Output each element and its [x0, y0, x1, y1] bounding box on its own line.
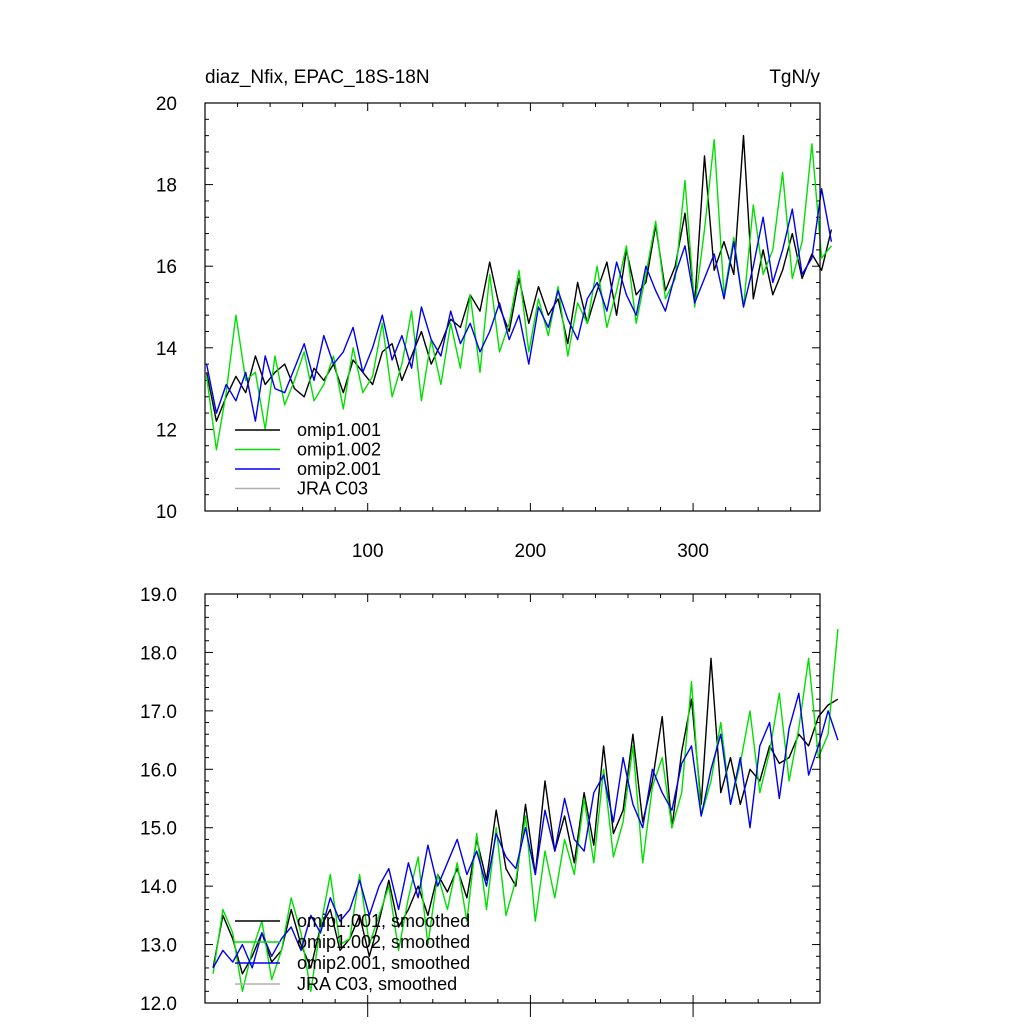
- bottom-legend-label: omip1.002, smoothed: [297, 932, 470, 952]
- units-label: TgN/y: [769, 67, 820, 88]
- top-series-omip2-001: [205, 187, 833, 422]
- top-xtick-label: 300: [677, 541, 709, 562]
- bottom-ytick-label: 19.0: [140, 585, 177, 606]
- top-panel: 10 12 14 16 18 20 100 200 300 omip1.001omip1.002…: [156, 94, 833, 562]
- bottom-series-omip2-001-smoothed: [212, 692, 839, 969]
- top-ytick-label: 14: [156, 339, 178, 360]
- top-series: [205, 134, 833, 451]
- bottom-ytick-label: 15.0: [140, 819, 177, 840]
- bottom-series-omip1-001-smoothed: [212, 657, 839, 975]
- bottom-ytick-label: 18.0: [140, 643, 177, 664]
- bottom-ytick-label: 12.0: [140, 994, 177, 1015]
- bottom-legend-label: omip1.001, smoothed: [297, 911, 470, 931]
- top-series-omip1-001: [205, 134, 833, 422]
- bottom-panel: 12.0 13.0 14.0 15.0 16.0 17.0 18.0 19.0 omip1.0…: [140, 585, 839, 1017]
- top-xtick-label: 200: [515, 541, 547, 562]
- bottom-ytick-label: 14.0: [140, 877, 177, 898]
- top-axes: 10 12 14 16 18 20 100 200 300: [156, 94, 820, 562]
- bottom-ytick-label: 13.0: [140, 936, 177, 957]
- bottom-ytick-label: 17.0: [140, 702, 177, 723]
- top-xtick-label: 100: [352, 541, 384, 562]
- bottom-legend-label: JRA C03, smoothed: [297, 974, 457, 994]
- top-ytick-label: 10: [156, 502, 177, 523]
- top-ytick-label: 18: [156, 176, 177, 197]
- bottom-ytick-label: 16.0: [140, 760, 177, 781]
- top-legend-label: omip1.001: [297, 420, 381, 440]
- top-ytick-label: 20: [156, 94, 177, 115]
- bottom-plot-frame: [204, 593, 821, 1004]
- chart-title: diaz_Nfix, EPAC_18S-18N: [205, 67, 430, 88]
- top-legend-label: omip1.002: [297, 440, 381, 460]
- top-plot-frame: [204, 102, 821, 512]
- top-ytick-label: 12: [156, 420, 177, 441]
- bottom-series: [212, 629, 839, 992]
- top-legend-label: omip2.001: [297, 459, 381, 479]
- top-ytick-label: 16: [156, 257, 177, 278]
- top-legend-label: JRA C03: [297, 479, 368, 499]
- bottom-legend-label: omip2.001, smoothed: [297, 953, 470, 973]
